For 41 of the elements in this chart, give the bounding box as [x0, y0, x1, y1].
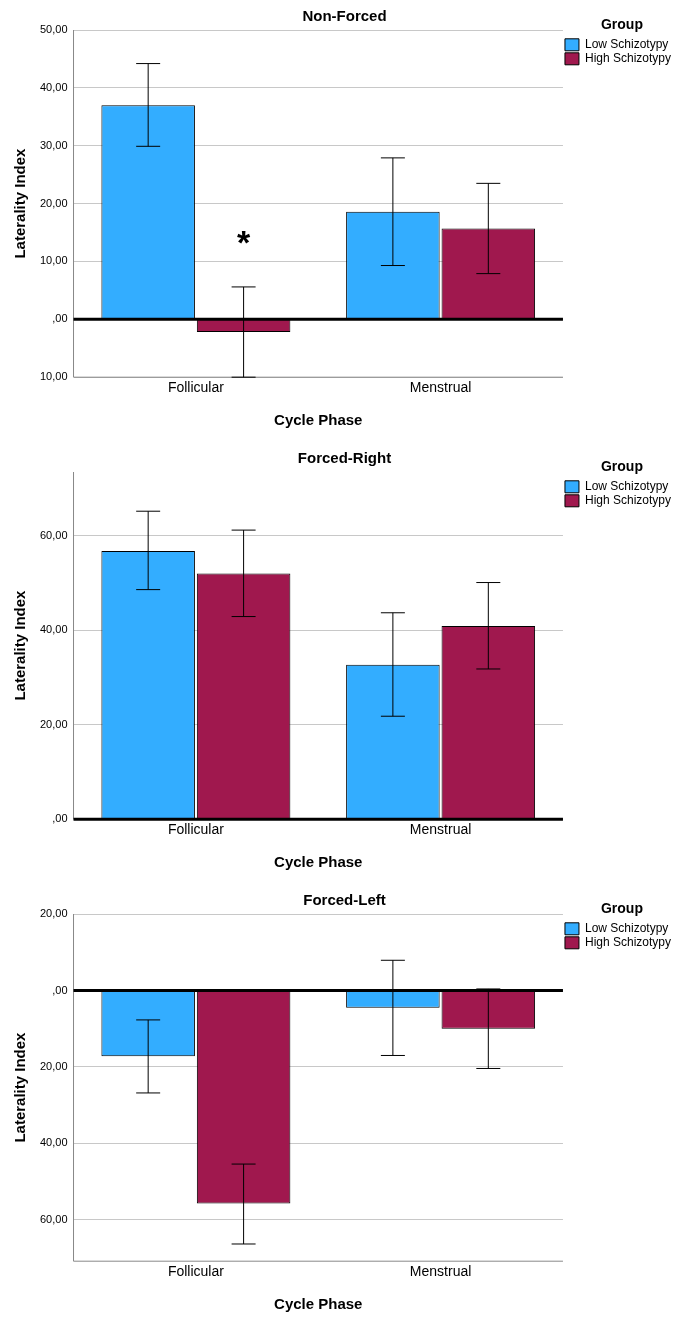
- y-axis-title: Laterality Index: [11, 589, 29, 701]
- y-tick-label: 10,00: [40, 254, 68, 267]
- y-axis-title: Laterality Index: [11, 1031, 29, 1143]
- legend-label: High Schizotypy: [584, 51, 672, 66]
- x-tick-label: Menstrual: [409, 821, 472, 838]
- chart-title: Non-Forced: [302, 7, 387, 25]
- x-tick-label: Menstrual: [409, 379, 472, 396]
- y-tick-label: 40,00: [40, 623, 68, 636]
- y-tick-label: 20,00: [40, 196, 68, 209]
- x-tick-label: Menstrual: [409, 1263, 472, 1280]
- x-tick-label: Follicular: [167, 821, 225, 838]
- y-tick-label: 30,00: [40, 138, 68, 151]
- y-tick-label: 20,00: [40, 1059, 68, 1072]
- y-tick-label: ,00: [52, 983, 68, 996]
- annotation: *: [236, 222, 251, 261]
- x-axis-title: Cycle Phase: [274, 1295, 363, 1313]
- x-axis-title: Cycle Phase: [274, 853, 363, 871]
- y-tick-label: 40,00: [40, 80, 68, 93]
- legend-label: Low Schizotypy: [584, 921, 669, 936]
- legend-title: Group: [600, 899, 643, 916]
- y-tick-label: 10,00: [40, 370, 68, 383]
- legend-label: Low Schizotypy: [584, 479, 669, 494]
- x-tick-label: Follicular: [167, 379, 225, 396]
- chart-title: Forced-Left: [303, 891, 386, 909]
- y-tick-label: 50,00: [40, 23, 68, 36]
- y-tick-label: 40,00: [40, 1136, 68, 1149]
- y-axis-title: Laterality Index: [11, 147, 29, 259]
- y-tick-label: 20,00: [40, 717, 68, 730]
- x-tick-label: Follicular: [167, 1263, 225, 1280]
- x-axis-title: Cycle Phase: [274, 411, 363, 429]
- y-tick-label: 60,00: [40, 1212, 68, 1225]
- legend-label: High Schizotypy: [584, 493, 672, 508]
- legend-label: High Schizotypy: [584, 935, 672, 950]
- y-tick-label: ,00: [52, 312, 68, 325]
- legend-label: Low Schizotypy: [584, 37, 669, 52]
- y-tick-label: ,00: [52, 812, 68, 825]
- y-tick-label: 20,00: [40, 907, 68, 920]
- chart-title: Forced-Right: [297, 449, 392, 467]
- y-tick-label: 60,00: [40, 528, 68, 541]
- legend-title: Group: [600, 15, 643, 32]
- legend-title: Group: [600, 457, 643, 474]
